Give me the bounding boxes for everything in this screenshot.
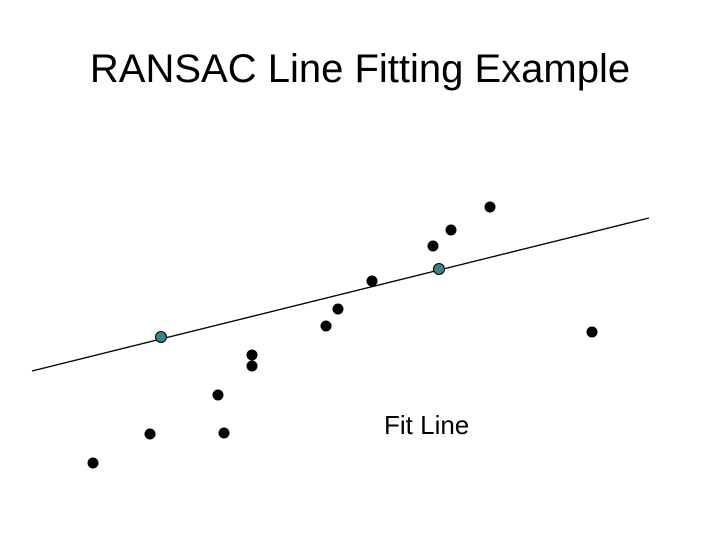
data-point — [332, 303, 344, 315]
data-point — [320, 320, 332, 332]
data-point — [484, 201, 496, 213]
points-layer — [87, 201, 598, 469]
data-point — [218, 427, 230, 439]
data-point — [445, 224, 457, 236]
data-point — [144, 428, 156, 440]
data-point — [212, 389, 224, 401]
data-point — [246, 360, 258, 372]
data-point — [87, 457, 99, 469]
sample-point — [155, 331, 167, 343]
data-point — [586, 326, 598, 338]
data-point — [427, 240, 439, 252]
fit-line — [31, 217, 650, 372]
fit-line-label: Fit Line — [384, 410, 470, 440]
data-point — [366, 275, 378, 287]
sample-point — [433, 263, 445, 275]
slide-title: RANSAC Line Fitting Example — [89, 47, 631, 91]
data-point — [246, 349, 258, 361]
